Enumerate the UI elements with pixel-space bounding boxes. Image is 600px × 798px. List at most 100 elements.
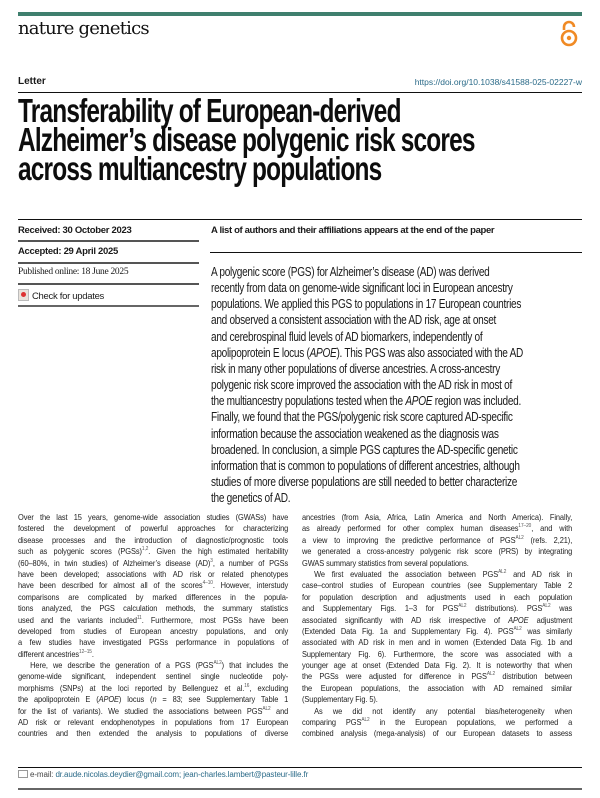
text-run: (Supplementary Fig. 5).: [302, 694, 378, 705]
body-text-line: case–control studies of European countri…: [302, 580, 572, 591]
body-text-line: have been developed; associations with A…: [18, 569, 288, 580]
body-text-line: the PGSs were adjusted for difference in…: [302, 671, 572, 682]
citation-superscript: AL2: [542, 603, 551, 610]
body-text-line: have been described for almost all of th…: [18, 580, 288, 591]
text-run: , excluding: [249, 682, 289, 693]
text-run: in the European populations, we performe…: [369, 717, 573, 728]
body-column-right: ancestries (from Asia, Africa, Latin Ame…: [302, 512, 572, 740]
italic-term: APOE: [508, 614, 529, 625]
article-title: Transferability of European-derived Alzh…: [18, 92, 566, 187]
citation-superscript: AL2: [513, 625, 522, 632]
text-run: information because the association weak…: [211, 426, 499, 441]
citation-superscript: AL2: [486, 671, 496, 678]
divider: [18, 219, 582, 220]
citation-superscript: 4–10: [202, 580, 213, 587]
italic-term: APOE: [405, 394, 433, 409]
body-text-line: as already performed for other complex h…: [302, 523, 572, 534]
abstract-line: apolipoprotein E locus (APOE). This PGS …: [211, 345, 581, 361]
text-run: have been described for almost all of th…: [18, 580, 203, 591]
citation-superscript: 11: [136, 614, 142, 621]
check-for-updates-button[interactable]: Check for updates: [18, 289, 104, 302]
open-access-lock-icon: [560, 20, 578, 47]
body-text-line: (Supplementary Fig. 5).: [302, 694, 572, 705]
doi-link[interactable]: https://doi.org/10.1038/s41588-025-02227…: [414, 77, 582, 87]
text-run: . Furthermore, most PGSs have been: [141, 614, 289, 625]
body-text-line: ancestries (from Asia, Africa, Latin Ame…: [302, 512, 572, 523]
italic-term: APOE: [309, 345, 337, 360]
text-run: and: [270, 705, 289, 716]
text-run: and Supplementary Figs. 1–3 for PGS: [302, 603, 459, 614]
divider: [18, 262, 199, 264]
text-run: , a number of PGSs: [212, 557, 289, 568]
text-run: comparing PGS: [302, 717, 362, 728]
divider: [18, 305, 199, 307]
text-run: distribution between: [495, 671, 573, 682]
journal-name[interactable]: nature genetics: [18, 18, 150, 39]
body-text-line: younger age at onset (Extended Data Fig.…: [302, 660, 572, 671]
abstract-line: polygenic risk score improved the associ…: [211, 377, 581, 393]
text-run: ). This PGS was also associated with the…: [336, 345, 524, 360]
text-run: GWAS summary statistics from several pop…: [302, 557, 469, 568]
abstract-line: the multiancestry populations tested whe…: [211, 393, 581, 409]
text-run: developed from studies of European ances…: [18, 625, 289, 636]
authors-note: A list of authors and their affiliations…: [211, 225, 495, 236]
text-run: A polygenic score (PGS) for Alzheimer’s …: [211, 265, 490, 279]
text-run: we generated a cross-ancestry polygenic …: [302, 546, 573, 557]
body-text-line: developed from studies of European ances…: [18, 626, 288, 637]
text-run: for the list of variants). We studied th…: [18, 705, 263, 716]
text-run: We first evaluated the association betwe…: [314, 568, 499, 579]
title-line: Alzheimer’s disease polygenic risk score…: [18, 121, 475, 158]
text-run: polygenic risk score improved the associ…: [211, 378, 512, 393]
body-text-line: for population description and adjustmen…: [302, 592, 572, 603]
title-line: across multiancestry populations: [18, 150, 382, 187]
body-column-left: Over the last 15 years, genome-wide asso…: [18, 512, 288, 740]
citation-superscript: 16: [244, 682, 250, 689]
email-label: e-mail:: [30, 770, 56, 779]
text-run: as already performed for other complex h…: [302, 523, 519, 534]
body-text-line: (Extended Data Fig. 1a and Supplementary…: [302, 626, 572, 637]
text-run: was: [550, 603, 573, 614]
body-text-line: (60–80%, in twin studies) of Alzheimer’s…: [18, 558, 288, 569]
text-run: associated with AD risk in men and in wo…: [302, 637, 573, 648]
text-run: ) that includes the: [221, 660, 289, 671]
body-text-line: As we did not identify any potential bia…: [302, 706, 572, 717]
citation-superscript: 17–20: [518, 523, 532, 530]
text-run: information that is common to population…: [211, 458, 520, 473]
body-text-line: associated with AD risk in men and in wo…: [302, 637, 572, 648]
body-text-line: the apolipoprotein E (APOE) locus (n = 8…: [18, 694, 288, 705]
title-line: Transferability of European-derived: [18, 92, 401, 129]
text-run: combined analysis (mega-analysis) of our…: [302, 728, 573, 739]
email-addresses[interactable]: dr.aude.nicolas.deydier@gmail.com; jean-…: [55, 770, 309, 779]
text-run: (refs. 2,21),: [523, 534, 573, 545]
divider: [18, 767, 582, 768]
check-updates-label: Check for updates: [32, 291, 104, 302]
body-text-line: for the list of variants). We studied th…: [18, 706, 288, 717]
text-run: Supplementary Fig. 6). Furthermore, the …: [302, 648, 573, 659]
body-text-line: a few studies have investigated PGSs per…: [18, 637, 288, 648]
text-run: adjustment: [528, 614, 573, 625]
abstract-line: and observed a consistent association wi…: [211, 312, 581, 328]
body-text-line: disease processes and the introduction o…: [18, 535, 288, 546]
abstract-line: the genetics of AD.: [211, 490, 581, 506]
body-text-line: morphisms (SNPs) at the loci reported by…: [18, 683, 288, 694]
text-run: for population description and adjustmen…: [302, 591, 573, 602]
text-run: disease processes and the introduction o…: [18, 534, 289, 545]
citation-superscript: AL2: [361, 717, 370, 724]
divider: [18, 788, 582, 790]
text-run: recently from data on genome-wide signif…: [211, 281, 513, 296]
text-run: ancestries (from Asia, Africa, Latin Ame…: [302, 512, 573, 522]
text-run: and AD risk in: [506, 568, 573, 579]
text-run: , and with: [531, 523, 573, 534]
text-run: region was included.: [432, 394, 522, 409]
body-text-line: comparing PGSAL2 in the European populat…: [302, 717, 572, 728]
text-run: = 83; see Supplementary Table 1: [156, 694, 289, 705]
text-run: . Given the high estimated heritability: [148, 546, 289, 557]
text-run: the multiancestry populations tested whe…: [211, 394, 406, 409]
text-run: the European populations, the associatio…: [302, 682, 573, 693]
body-text-line: the European populations, the associatio…: [302, 683, 572, 694]
text-run: (Extended Data Fig. 1a and Supplementary…: [302, 625, 514, 636]
citation-superscript: AL2: [515, 534, 524, 541]
correspondence-email: e-mail: dr.aude.nicolas.deydier@gmail.co…: [18, 770, 308, 779]
text-run: used and the variants included: [18, 614, 137, 625]
text-run: AD risk or relevant endophenotypes in po…: [18, 717, 289, 728]
